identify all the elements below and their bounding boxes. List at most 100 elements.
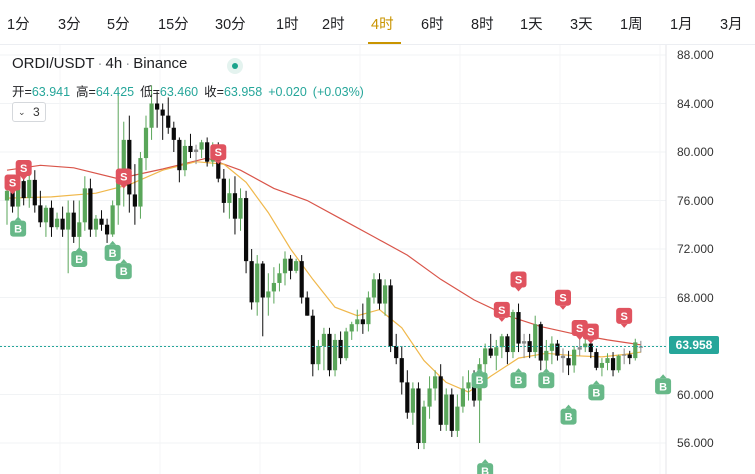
marker-badge [10,220,27,237]
candle-body [127,139,132,195]
current-price-tag: 63.958 [669,336,719,354]
buy-signal-marker[interactable]: B [104,240,121,261]
tab-interval[interactable]: 1周 [620,17,643,33]
candle [455,394,460,437]
candle-body [82,188,87,223]
tab-interval[interactable]: 1分 [7,17,30,33]
candle [371,273,377,304]
candle [132,164,137,225]
candle [205,137,210,167]
candle-body [143,127,149,159]
candle [510,309,516,359]
marker-pointer [592,380,600,385]
marker-pointer [9,190,17,195]
buy-signal-marker[interactable]: B [560,404,577,425]
sell-signal-marker[interactable]: S [493,301,510,322]
tab-interval[interactable]: 1月 [670,17,693,33]
chart-grid [0,45,666,474]
tab-interval[interactable]: 1天 [520,17,543,33]
tab-interval[interactable]: 1时 [276,17,299,33]
candle [505,333,510,365]
tab-interval[interactable]: 3分 [58,17,81,33]
candle [82,176,87,231]
sell-signal-marker[interactable]: S [582,323,599,344]
candle-body [121,139,126,177]
candle [516,303,521,353]
marker-badge [210,144,227,161]
sell-signal-marker[interactable]: S [15,159,32,180]
candle [310,309,315,377]
candle-body [560,355,566,359]
ohlc-readout: 开=63.941 高=64.425 低=63.460 收=63.958 +0.020 (+… [12,81,364,100]
tab-interval[interactable]: 3月 [720,17,743,33]
marker-label: S [587,327,594,339]
buy-signal-marker[interactable]: B [510,368,527,389]
marker-badge [471,372,488,389]
buy-signal-marker[interactable]: B [115,259,132,280]
candle-body [60,218,65,230]
sell-signal-marker[interactable]: S [616,307,633,328]
candle [305,291,310,316]
candle [433,370,438,401]
candle [60,206,65,237]
candle-body [10,190,15,207]
candle [54,212,60,230]
candle [410,382,415,425]
tab-interval[interactable]: 6时 [421,17,444,33]
change-percent: (+0.03%) [312,85,364,99]
sell-signal-marker[interactable]: S [4,174,21,195]
marker-badge [115,168,132,185]
candle-body [199,142,204,150]
buy-signal-marker[interactable]: B [588,380,605,401]
candle-body [138,158,143,207]
marker-pointer [20,175,28,180]
low-value: 63.460 [159,85,199,99]
marker-label: B [476,375,484,387]
candle [138,152,143,219]
buy-signal-marker[interactable]: B [538,368,555,389]
marker-label: B [75,254,83,266]
buy-signal-marker[interactable]: B [477,459,494,474]
tab-interval[interactable]: 4时 [371,17,394,33]
sell-signal-marker[interactable]: S [555,289,571,310]
marker-badge [538,372,555,389]
y-tick-label: 56.000 [677,436,714,450]
chevron-down-icon: ⌄ [18,107,26,117]
tab-interval[interactable]: 2时 [322,17,345,33]
candle-body [4,190,10,201]
candle-body [405,382,410,413]
candle [110,200,115,237]
buy-signal-marker[interactable]: B [71,246,88,267]
sell-signal-marker[interactable]: S [210,144,227,165]
candle [560,348,566,373]
tab-interval[interactable]: 3天 [570,17,593,33]
candle-body [549,343,554,351]
market-status-dot-icon [227,58,243,74]
exchange-name: Binance [133,55,188,72]
candle-body [605,358,610,363]
marker-badge [115,263,132,280]
candle-body [466,382,471,389]
marker-label: S [559,293,566,305]
buy-signal-marker[interactable]: B [471,368,488,389]
sell-signal-marker[interactable]: S [115,168,132,189]
candle [316,339,321,371]
marker-pointer [14,216,22,221]
tab-interval[interactable]: 5分 [107,17,130,33]
y-tick-label: 80.000 [677,145,714,159]
candle [260,261,265,337]
buy-signal-marker[interactable]: B [10,216,27,237]
candle [399,346,404,395]
candle-body [566,358,571,366]
buy-signal-marker[interactable]: B [655,374,672,395]
tab-interval[interactable]: 30分 [215,17,246,33]
tab-interval[interactable]: 8时 [471,17,494,33]
candle [127,115,132,213]
tab-interval[interactable]: 15分 [158,17,189,33]
candle [188,133,193,159]
sell-signal-marker[interactable]: S [510,271,527,292]
indicator-toggle-button[interactable]: ⌄ 3 [12,102,46,122]
active-tab-underline [368,42,401,44]
